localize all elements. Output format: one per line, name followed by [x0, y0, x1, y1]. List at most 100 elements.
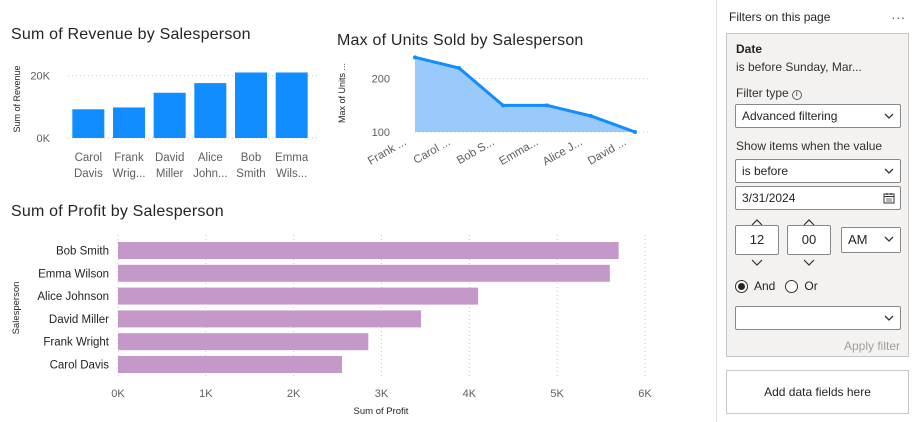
revenue-chart-visual[interactable]: Sum of Revenue by Salesperson 0K 20K Sum o… — [0, 20, 330, 190]
hour-down-icon[interactable] — [749, 255, 765, 266]
units-ytick-label: 100 — [372, 127, 390, 139]
add-data-fields-well[interactable]: Add data fields here — [726, 370, 909, 414]
date-filter-card[interactable]: Date is before Sunday, Mar... Filter typ… — [726, 33, 909, 357]
revenue-category-label: Miller — [156, 168, 184, 180]
date-value: 3/31/2024 — [742, 191, 796, 205]
units-chart-title: Max of Units Sold by Salesperson — [337, 32, 584, 49]
chevron-down-icon — [883, 165, 895, 177]
minute-down-icon[interactable] — [801, 255, 817, 266]
revenue-category-label: Alice — [198, 152, 223, 164]
profit-xtick-label: 0K — [111, 388, 125, 400]
profit-xtick-label: 6K — [638, 388, 652, 400]
report-canvas: Sum of Revenue by Salesperson 0K 20K Sum o… — [0, 20, 716, 422]
units-line[interactable] — [414, 55, 636, 134]
revenue-bar[interactable] — [72, 109, 105, 138]
more-options-icon[interactable]: ... — [891, 6, 906, 22]
profit-category-label: Carol Davis — [50, 360, 110, 372]
profit-category-label: Bob Smith — [56, 246, 109, 258]
second-condition-dropdown[interactable] — [735, 306, 901, 330]
profit-xtick-label: 5K — [550, 388, 564, 400]
profit-bar[interactable] — [118, 310, 422, 328]
profit-category-label: David Miller — [49, 314, 109, 326]
info-icon[interactable]: i — [791, 90, 802, 100]
filter-type-label-text: Filter type — [736, 86, 789, 100]
profit-xtick-label: 4K — [463, 388, 477, 400]
profit-xtick-label: 2K — [287, 388, 301, 400]
show-items-label: Show items when the value — [736, 139, 883, 153]
ampm-dropdown[interactable]: AM — [841, 227, 901, 253]
revenue-category-label: Carol — [75, 152, 102, 164]
profit-bar[interactable] — [118, 333, 369, 351]
profit-category-label: Emma Wilson — [38, 268, 109, 280]
filter-summary: is before Sunday, Mar... — [736, 60, 862, 74]
units-category-label: Emma... — [497, 136, 540, 168]
profit-bar[interactable] — [118, 287, 479, 305]
revenue-category-label: Davis — [74, 168, 103, 180]
profit-bar[interactable] — [118, 242, 619, 259]
units-chart-visual[interactable]: Max of Units Sold by Salesperson 100 200 M… — [330, 20, 650, 190]
profit-bar[interactable] — [118, 356, 342, 373]
revenue-category-label: Emma — [275, 152, 309, 164]
apply-filter-button[interactable]: Apply filter — [843, 339, 900, 353]
revenue-ytick-label: 20K — [30, 71, 50, 83]
profit-category-label: Frank Wright — [43, 337, 109, 349]
units-point[interactable] — [457, 66, 461, 70]
or-label: Or — [804, 279, 818, 293]
units-ytick-label: 200 — [372, 74, 390, 86]
or-radio[interactable] — [785, 279, 799, 293]
profit-ylabel: Salesperson — [11, 282, 22, 335]
chevron-down-icon — [883, 233, 895, 245]
hour-up-icon[interactable] — [749, 214, 765, 226]
filter-type-dropdown[interactable]: Advanced filtering — [735, 104, 901, 128]
units-ylabel: Max of Units ... — [337, 63, 347, 123]
and-or-group: And Or — [735, 279, 818, 293]
hour-input[interactable]: 12 — [735, 225, 779, 255]
revenue-bar[interactable] — [275, 72, 308, 138]
units-category-label: Bob S... — [455, 136, 496, 167]
and-radio[interactable] — [735, 279, 748, 293]
filter-pane: Filters on this page ... Date is before … — [716, 0, 916, 422]
units-point[interactable] — [501, 103, 505, 108]
revenue-bar[interactable] — [235, 72, 267, 138]
revenue-chart-title: Sum of Revenue by Salesperson — [11, 26, 251, 43]
filter-field-name: Date — [736, 42, 763, 56]
chevron-down-icon — [883, 110, 895, 122]
profit-xtick-label: 3K — [375, 388, 389, 400]
units-chart: 100 200 Max of Units ... Frank ... Carol ...… — [337, 55, 650, 168]
revenue-category-label: Smith — [236, 168, 265, 180]
condition-dropdown[interactable]: is before — [735, 159, 901, 183]
and-label: And — [754, 279, 776, 293]
profit-chart-visual[interactable]: Sum of Profit by Salesperson 0K 1K 2K 3K 4K 5… — [0, 195, 716, 422]
revenue-bar[interactable] — [153, 92, 186, 138]
revenue-ylabel: Sum of Revenue — [12, 65, 22, 132]
minute-input[interactable]: 00 — [787, 225, 831, 255]
profit-category-label: Alice Johnson — [37, 291, 109, 303]
units-point[interactable] — [589, 114, 593, 118]
profit-xlabel: Sum of Profit — [354, 406, 409, 417]
profit-chart: 0K 1K 2K 3K 4K 5K 6K Bob Smith Emma Wilson Alice … — [11, 235, 652, 417]
units-point[interactable] — [413, 55, 417, 60]
units-point[interactable] — [633, 130, 637, 134]
units-point[interactable] — [545, 103, 549, 108]
minute-up-icon[interactable] — [801, 214, 817, 226]
date-input[interactable]: 3/31/2024 — [735, 186, 901, 210]
revenue-category-label: Wils... — [276, 168, 307, 180]
ampm-value: AM — [848, 232, 868, 247]
units-category-label: David ... — [586, 136, 629, 167]
revenue-category-label: John... — [193, 168, 228, 180]
revenue-category-label: Frank — [114, 152, 144, 164]
revenue-category-label: David — [155, 152, 184, 164]
profit-bar[interactable] — [118, 264, 610, 282]
units-category-label: Carol ... — [412, 136, 453, 167]
filter-type-label: Filter type i — [736, 86, 802, 100]
filter-pane-header: Filters on this page — [729, 10, 831, 24]
profit-chart-title: Sum of Profit by Salesperson — [11, 203, 224, 220]
calendar-icon[interactable] — [883, 192, 895, 204]
revenue-bar[interactable] — [194, 83, 227, 138]
revenue-category-label: Wrig... — [112, 168, 145, 180]
units-category-label: Frank ... — [366, 136, 409, 167]
revenue-bar[interactable] — [113, 107, 145, 138]
revenue-chart: 0K 20K Sum of Revenue Carol Davis Frank Wrig..… — [12, 65, 320, 180]
filter-type-value: Advanced filtering — [742, 109, 838, 123]
revenue-category-label: Bob — [241, 152, 261, 164]
